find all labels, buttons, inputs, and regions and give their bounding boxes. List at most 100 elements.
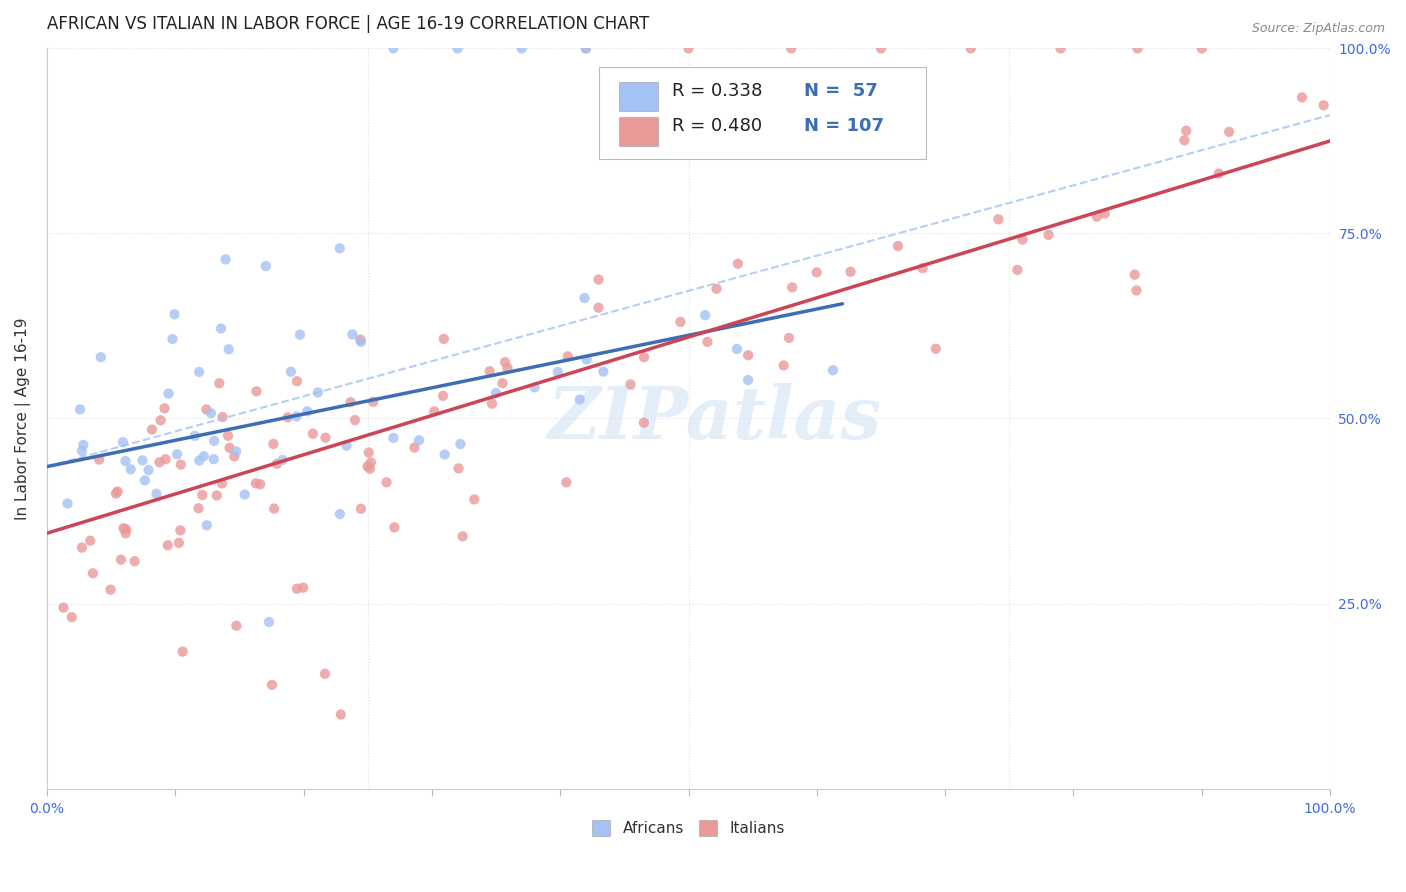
- Point: [329, 707, 352, 722]
- Point: [1126, 41, 1149, 55]
- Point: [156, 538, 179, 552]
- Point: [114, 526, 136, 541]
- Point: [987, 212, 1010, 227]
- Point: [575, 352, 598, 367]
- FancyBboxPatch shape: [599, 67, 927, 160]
- Point: [423, 404, 446, 418]
- Point: [166, 447, 188, 461]
- Point: [375, 475, 398, 490]
- Point: [339, 395, 361, 409]
- Point: [557, 349, 579, 363]
- Point: [1049, 41, 1071, 55]
- Point: [187, 501, 209, 516]
- Point: [163, 307, 186, 321]
- Point: [70, 541, 93, 555]
- Point: [105, 486, 128, 500]
- Point: [449, 437, 471, 451]
- Point: [285, 374, 308, 388]
- Point: [1007, 263, 1029, 277]
- Point: [350, 334, 373, 349]
- Point: [839, 265, 862, 279]
- Point: [678, 41, 700, 55]
- Point: [695, 308, 717, 322]
- Point: [696, 334, 718, 349]
- Point: [169, 524, 191, 538]
- Point: [575, 41, 598, 55]
- Point: [245, 476, 267, 491]
- Point: [432, 389, 454, 403]
- Point: [100, 582, 122, 597]
- Point: [496, 361, 519, 376]
- Point: [69, 402, 91, 417]
- Point: [233, 487, 256, 501]
- Point: [167, 536, 190, 550]
- Point: [162, 332, 184, 346]
- Text: Source: ZipAtlas.com: Source: ZipAtlas.com: [1251, 22, 1385, 36]
- Point: [277, 410, 299, 425]
- Point: [433, 448, 456, 462]
- Point: [568, 392, 591, 407]
- Point: [1085, 210, 1108, 224]
- Point: [211, 476, 233, 491]
- Point: [592, 365, 614, 379]
- Point: [510, 41, 533, 55]
- Point: [184, 429, 207, 443]
- Point: [79, 533, 101, 548]
- Point: [315, 431, 337, 445]
- Point: [478, 364, 501, 378]
- Point: [134, 474, 156, 488]
- Point: [1291, 90, 1313, 104]
- Point: [115, 522, 138, 536]
- Point: [271, 453, 294, 467]
- Point: [285, 582, 308, 596]
- Point: [408, 434, 430, 448]
- Point: [56, 496, 79, 510]
- Point: [200, 406, 222, 420]
- Point: [737, 373, 759, 387]
- Point: [343, 413, 366, 427]
- Point: [588, 272, 610, 286]
- Point: [107, 484, 129, 499]
- Point: [772, 359, 794, 373]
- Point: [249, 477, 271, 491]
- Point: [1038, 227, 1060, 242]
- Point: [778, 331, 800, 345]
- Point: [262, 437, 284, 451]
- Point: [870, 41, 893, 55]
- Point: [288, 327, 311, 342]
- Point: [737, 348, 759, 362]
- Point: [725, 342, 748, 356]
- Point: [202, 434, 225, 448]
- Point: [141, 423, 163, 437]
- Point: [633, 350, 655, 364]
- Point: [463, 492, 485, 507]
- Point: [481, 397, 503, 411]
- Point: [361, 394, 384, 409]
- Point: [188, 365, 211, 379]
- Point: [195, 518, 218, 533]
- Text: ZIPatlas: ZIPatlas: [547, 383, 882, 454]
- Point: [155, 452, 177, 467]
- Point: [257, 615, 280, 629]
- Point: [575, 41, 598, 55]
- Point: [547, 365, 569, 379]
- Point: [280, 365, 302, 379]
- Point: [446, 41, 468, 55]
- Point: [124, 554, 146, 568]
- Point: [170, 458, 193, 472]
- Point: [157, 386, 180, 401]
- Point: [172, 645, 194, 659]
- Point: [1312, 98, 1334, 112]
- Point: [260, 678, 283, 692]
- Point: [218, 441, 240, 455]
- Point: [911, 261, 934, 276]
- Point: [382, 431, 405, 445]
- Point: [89, 452, 111, 467]
- Point: [314, 666, 336, 681]
- Point: [1094, 206, 1116, 220]
- Point: [806, 265, 828, 279]
- Point: [111, 435, 134, 450]
- Point: [335, 439, 357, 453]
- Point: [357, 445, 380, 459]
- Point: [60, 610, 83, 624]
